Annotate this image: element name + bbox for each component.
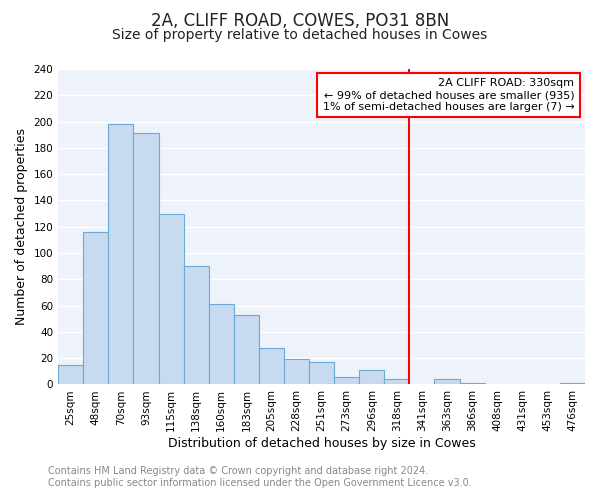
Bar (133, 134, 158, 384)
Bar (309, 362, 334, 384)
Text: 2A CLIFF ROAD: 330sqm
← 99% of detached houses are smaller (935)
1% of semi-deta: 2A CLIFF ROAD: 330sqm ← 99% of detached … (323, 78, 574, 112)
Bar (334, 376, 359, 384)
Bar (234, 315, 259, 384)
Y-axis label: Number of detached properties: Number of detached properties (15, 128, 28, 325)
Bar (259, 348, 284, 385)
Text: Contains HM Land Registry data © Crown copyright and database right 2024.
Contai: Contains HM Land Registry data © Crown c… (48, 466, 472, 487)
Bar (109, 124, 133, 384)
Bar (158, 214, 184, 384)
Bar (560, 383, 585, 384)
Bar (209, 304, 234, 384)
Bar (460, 383, 485, 384)
Text: Size of property relative to detached houses in Cowes: Size of property relative to detached ho… (112, 28, 488, 42)
Bar (385, 379, 409, 384)
Bar (284, 360, 309, 384)
X-axis label: Distribution of detached houses by size in Cowes: Distribution of detached houses by size … (168, 437, 475, 450)
Bar (58, 364, 83, 384)
Text: 2A, CLIFF ROAD, COWES, PO31 8BN: 2A, CLIFF ROAD, COWES, PO31 8BN (151, 12, 449, 30)
Bar (434, 379, 460, 384)
Bar (184, 266, 209, 384)
Bar (359, 370, 385, 384)
Bar (83, 232, 109, 384)
